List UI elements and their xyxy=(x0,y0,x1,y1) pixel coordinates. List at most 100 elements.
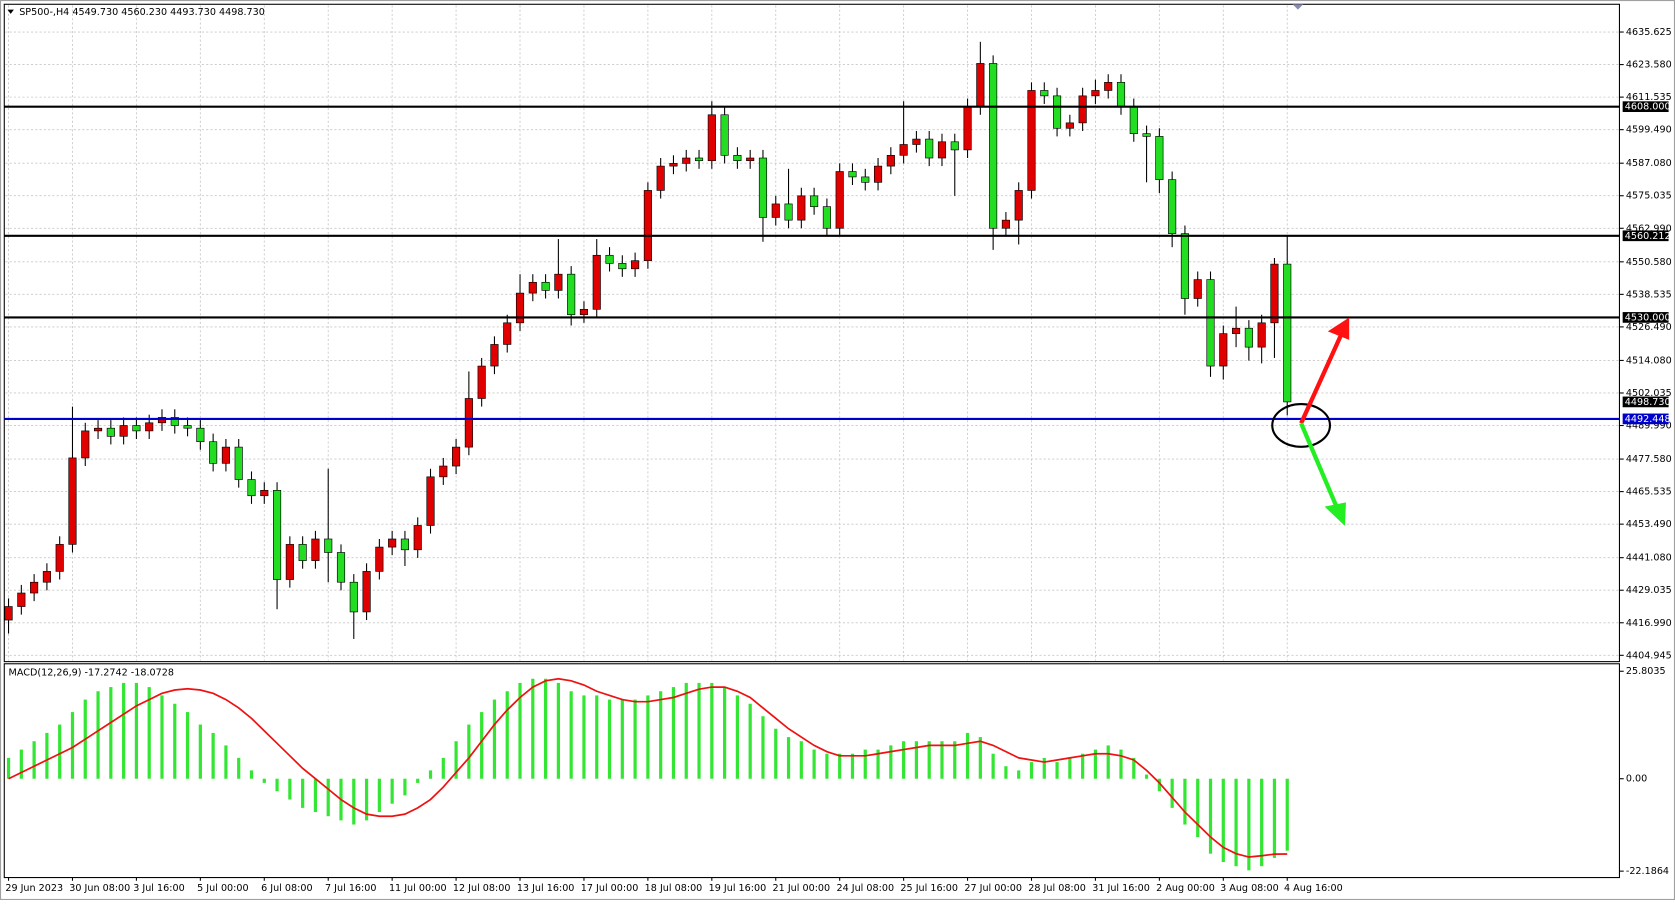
candle-body xyxy=(68,457,77,545)
histogram-bar xyxy=(1029,762,1034,779)
candle-body xyxy=(106,427,115,437)
candle-body xyxy=(733,154,742,162)
candle-body xyxy=(119,425,128,437)
x-tick-label: 27 Jul 00:00 xyxy=(964,883,1022,894)
x-tick-label: 6 Jul 08:00 xyxy=(261,883,313,894)
histogram-bar xyxy=(1208,778,1213,854)
candle-body xyxy=(221,446,230,464)
candle-body xyxy=(643,190,652,262)
level-label: 4530.000 xyxy=(1625,312,1671,323)
candle-body xyxy=(989,63,998,229)
x-tick-label: 18 Jul 08:00 xyxy=(645,883,703,894)
histogram-bar xyxy=(1260,778,1264,867)
histogram-bar xyxy=(390,778,394,804)
y-tick-label: 4453.490 xyxy=(1626,519,1672,530)
histogram-bar xyxy=(45,732,49,779)
candle-body xyxy=(311,538,320,561)
histogram-bar xyxy=(569,691,573,779)
histogram-bar xyxy=(428,770,433,779)
candle-body xyxy=(17,592,26,607)
candle-body xyxy=(1244,327,1253,348)
histogram-bar xyxy=(122,682,126,779)
y-tick-label: 4441.080 xyxy=(1626,553,1672,564)
histogram-bar xyxy=(505,691,509,779)
candle-body xyxy=(1257,322,1266,348)
histogram-bar xyxy=(224,745,228,779)
candle-body xyxy=(93,427,103,432)
histogram-bar xyxy=(480,712,484,779)
histogram-bar xyxy=(927,741,931,779)
histogram-bar xyxy=(940,741,944,779)
histogram-bar xyxy=(889,745,893,779)
level-label-bg xyxy=(1622,101,1669,113)
histogram-bar xyxy=(659,691,663,779)
x-tick-label: 2 Aug 00:00 xyxy=(1156,883,1215,894)
candle-body xyxy=(631,260,640,270)
candle-body xyxy=(669,163,678,167)
x-tick-label: 5 Jul 00:00 xyxy=(197,883,249,894)
candle-body xyxy=(1116,82,1126,107)
histogram-bar xyxy=(825,753,829,779)
candle-body xyxy=(1206,279,1215,367)
down-arrow xyxy=(1299,422,1340,510)
candle-body xyxy=(1129,106,1138,135)
histogram-bar xyxy=(32,741,36,779)
histogram-bar xyxy=(531,678,535,779)
histogram-bar xyxy=(288,778,292,800)
level-label: 4608.000 xyxy=(1625,102,1671,113)
histogram-bar xyxy=(786,737,791,779)
histogram-bar xyxy=(1247,778,1251,871)
candle-body xyxy=(247,479,256,497)
candle-body xyxy=(912,138,921,145)
candle-body xyxy=(30,581,39,594)
y-tick-label: 4429.035 xyxy=(1626,585,1672,596)
x-tick-label: 19 Jul 16:00 xyxy=(709,883,767,894)
candle-body xyxy=(4,606,13,621)
histogram-bar xyxy=(953,741,957,779)
candle-body xyxy=(183,425,192,429)
histogram-bar xyxy=(774,728,778,779)
histogram-bar xyxy=(684,682,688,779)
histogram-bar xyxy=(403,778,407,796)
candle-body xyxy=(579,308,589,316)
highlight-circle xyxy=(1271,402,1332,448)
candle-body xyxy=(810,195,819,207)
candle-body xyxy=(260,490,269,497)
candle-body xyxy=(925,138,934,159)
histogram-bar xyxy=(1132,757,1136,779)
histogram-bar xyxy=(748,703,752,779)
candle-body xyxy=(132,425,141,432)
histogram-bar xyxy=(582,695,586,779)
histogram-bar xyxy=(735,695,739,779)
histogram-bar xyxy=(1196,778,1200,838)
candle-body xyxy=(1065,122,1074,129)
histogram-bar xyxy=(991,753,995,779)
histogram-bar xyxy=(1081,753,1085,779)
histogram-bar xyxy=(1106,745,1110,779)
candle-body xyxy=(835,171,844,229)
macd-panel xyxy=(3,663,1620,879)
candle-body xyxy=(886,154,895,167)
candle-body xyxy=(55,544,64,572)
histogram-bar xyxy=(1017,770,1021,779)
y-tick-label: 4575.035 xyxy=(1626,191,1672,202)
histogram-bar xyxy=(19,749,23,779)
x-tick-label: 7 Jul 16:00 xyxy=(325,883,377,894)
candle-body xyxy=(298,544,307,561)
candle-body xyxy=(336,552,346,583)
menu-triangle[interactable] xyxy=(7,9,14,14)
candle-body xyxy=(720,114,729,156)
histogram-bar xyxy=(518,682,522,779)
histogram-bar xyxy=(134,682,139,779)
histogram-bar xyxy=(1234,778,1238,867)
candle-body xyxy=(963,106,972,151)
histogram-bar xyxy=(492,699,497,779)
y-tick-label: 4477.580 xyxy=(1626,454,1672,465)
candle-body xyxy=(976,63,985,107)
candle-body xyxy=(439,465,448,478)
x-tick-label: 3 Aug 08:00 xyxy=(1220,883,1279,894)
candle-body xyxy=(861,176,870,183)
candle-body xyxy=(758,157,768,218)
y-tick-label: 4489.990 xyxy=(1626,421,1672,432)
candle-body xyxy=(1091,90,1100,97)
